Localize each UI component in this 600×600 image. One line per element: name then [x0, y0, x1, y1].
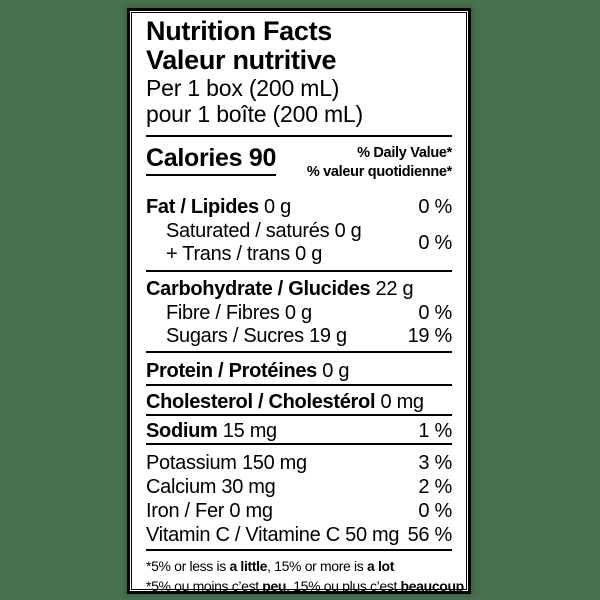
sugars-value: 19 g	[309, 325, 347, 347]
iron-dv: 0 %	[418, 500, 452, 522]
sodium-row: Sodium 15 mg 1 %	[146, 419, 452, 443]
saturated-trans-dv: 0 %	[418, 231, 452, 254]
cholesterol-row: Cholesterol / Cholestérol 0 mg	[146, 390, 452, 414]
fibre-label: Fibre / Fibres 0 g	[166, 302, 312, 324]
footnote-fr: *5% ou moins c’est peu, 15% ou plus c’es…	[146, 578, 464, 594]
sugars-row: Sugars / Sucres 19 g 19 %	[146, 325, 452, 348]
calories-value: 90	[248, 144, 277, 172]
calcium-label: Calcium 30 mg	[146, 476, 276, 498]
carbohydrate-row: Carbohydrate / Glucides 22 g	[146, 276, 452, 302]
cholesterol-label: Cholesterol / Cholestérol 0 mg	[146, 391, 424, 413]
calories-block: Calories 90	[146, 142, 276, 176]
calories-text: Calories 90	[146, 142, 276, 174]
footnote-divider	[146, 549, 452, 551]
saturated-value: 0 g	[334, 220, 362, 242]
calcium-row: Calcium 30 mg 2 %	[146, 475, 452, 499]
calories-row: Calories 90 % Daily Value* % valeur quot…	[146, 142, 452, 182]
sugars-dv: 19 %	[407, 325, 453, 347]
carbohydrate-value: 22 g	[375, 278, 414, 300]
footnotes: *5% or less is a little, 15% or more is …	[146, 556, 464, 596]
calories-label: Calories	[146, 144, 243, 172]
fibre-value: 0 g	[284, 302, 312, 324]
calcium-dv: 2 %	[418, 476, 452, 498]
trans-row: + Trans / trans 0 g	[146, 243, 361, 266]
calcium-value: 30 mg	[221, 476, 276, 498]
potassium-dv: 3 %	[418, 452, 452, 474]
header-divider	[146, 135, 452, 137]
iron-value: 0 mg	[229, 500, 273, 522]
sodium-dv: 1 %	[418, 420, 452, 442]
carbohydrate-label: Carbohydrate / Glucides 22 g	[146, 278, 414, 300]
potassium-label: Potassium 150 mg	[146, 452, 307, 474]
nutrition-facts-label: Nutrition Facts Valeur nutritive Per 1 b…	[131, 12, 467, 594]
daily-value-header-en: % Daily Value*	[357, 145, 452, 161]
carbohydrate-section-divider	[146, 351, 452, 353]
fat-section-divider	[146, 270, 452, 272]
iron-label: Iron / Fer 0 mg	[146, 500, 273, 522]
cholesterol-section-divider	[146, 414, 452, 416]
trans-label: + Trans / trans	[166, 243, 290, 265]
fat-row: Fat / Lipides 0 g 0 %	[146, 195, 452, 220]
sodium-label: Sodium 15 mg	[146, 420, 277, 442]
protein-value: 0 g	[322, 360, 350, 382]
vitamin-c-value: 50 mg	[345, 524, 400, 546]
saturated-label: Saturated / saturés	[166, 220, 330, 242]
sugars-label: Sugars / Sucres 19 g	[166, 325, 347, 347]
calories-underline	[146, 174, 277, 176]
vitamin-c-label: Vitamin C / Vitamine C 50 mg	[146, 524, 400, 546]
serving-size-en: Per 1 box (200 mL)	[146, 75, 340, 101]
iron-row: Iron / Fer 0 mg 0 %	[146, 499, 452, 523]
cholesterol-value: 0 mg	[380, 391, 424, 413]
serving-size-fr: pour 1 boîte (200 mL)	[146, 101, 363, 127]
footnote-en: *5% or less is a little, 15% or more is …	[146, 558, 395, 574]
sodium-value: 15 mg	[222, 420, 277, 442]
vitamin-c-dv: 56 %	[407, 524, 453, 546]
fat-dv: 0 %	[418, 196, 452, 218]
fibre-dv: 0 %	[418, 302, 452, 324]
title-fr: Valeur nutritive	[146, 45, 337, 75]
protein-row: Protein / Protéines 0 g	[146, 359, 452, 383]
daily-value-header: % Daily Value* % valeur quotidienne*	[307, 144, 452, 182]
potassium-value: 150 mg	[241, 452, 307, 474]
fat-value: 0 g	[264, 196, 291, 218]
protein-label: Protein / Protéines 0 g	[146, 360, 350, 382]
daily-value-header-fr: % valeur quotidienne*	[306, 164, 452, 180]
potassium-row: Potassium 150 mg 3 %	[146, 451, 452, 475]
vitamin-c-row: Vitamin C / Vitamine C 50 mg 56 %	[146, 523, 452, 547]
saturated-row: Saturated / saturés 0 g	[146, 220, 362, 243]
protein-section-divider	[146, 384, 452, 386]
title-en: Nutrition Facts	[146, 16, 333, 46]
fibre-row: Fibre / Fibres 0 g 0 %	[146, 302, 452, 325]
saturated-trans-group: Saturated / saturés 0 g + Trans / trans …	[146, 220, 452, 266]
sodium-section-divider	[146, 443, 452, 445]
fat-label: Fat / Lipides 0 g	[146, 196, 291, 218]
trans-value: 0 g	[295, 243, 323, 265]
